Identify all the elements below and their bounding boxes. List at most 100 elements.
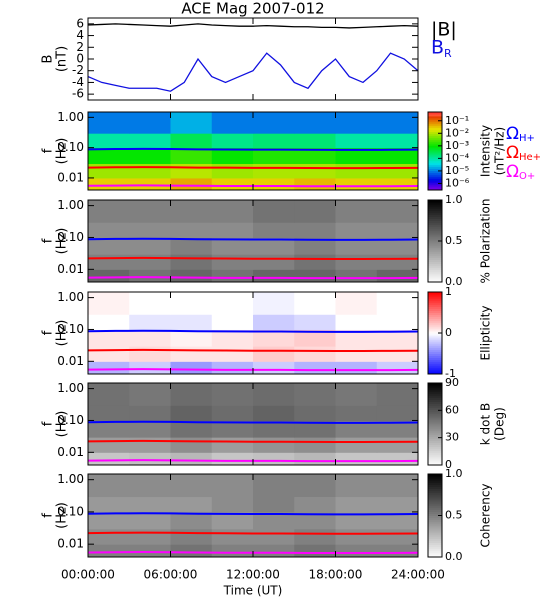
colorbar-tick-label: -1 <box>445 367 456 380</box>
heatmap-cell <box>129 405 171 421</box>
colorbar-label: k dot B <box>479 403 493 445</box>
colorbar-segment <box>428 434 442 437</box>
heatmap-cell <box>211 254 254 270</box>
colorbar-tick-label: 0.0 <box>445 550 463 563</box>
legend-symbol: Ω <box>506 143 519 163</box>
colorbar-segment <box>428 208 442 211</box>
colorbar-tick-label: 0 <box>445 326 452 339</box>
heatmap-cell <box>294 177 336 190</box>
heatmap-cell <box>170 237 213 255</box>
colorbar-segment <box>428 480 442 483</box>
colorbar-segment <box>428 438 442 441</box>
y-tick-label: 0 <box>76 52 84 66</box>
colorbar-segment <box>428 152 442 156</box>
colorbar-segment <box>428 407 442 411</box>
heatmap-cell <box>170 405 213 421</box>
y-tick-label: 0.10 <box>57 413 84 427</box>
heatmap-cell <box>335 133 378 149</box>
colorbar-segment <box>428 156 442 160</box>
colorbar-segment <box>428 409 442 413</box>
heatmap-cell <box>129 544 171 557</box>
heatmap-cell <box>129 496 171 513</box>
heatmap-cell <box>88 474 130 498</box>
colorbar-segment <box>428 369 442 373</box>
heatmap-cell <box>253 452 295 465</box>
heatmap-cell <box>253 405 295 421</box>
colorbar-segment <box>428 178 442 181</box>
heatmap-cell <box>88 496 130 513</box>
colorbar-segment <box>428 310 442 313</box>
heatmap-cell <box>335 237 378 255</box>
heatmap-cell <box>335 200 378 223</box>
heatmap-cell <box>335 346 378 362</box>
y-tick-label: 0.10 <box>57 504 84 518</box>
heatmap-cell <box>129 222 171 238</box>
heatmap-cell <box>376 292 418 315</box>
colorbar-segment <box>428 458 442 462</box>
y-axis-label: (Hz) <box>55 228 70 255</box>
heatmap-cell <box>88 200 130 223</box>
colorbar-segment <box>428 363 442 367</box>
y-tick-label: 1.00 <box>57 290 84 304</box>
heatmap-cell <box>170 383 213 406</box>
colorbar-segment <box>428 158 442 162</box>
heatmap-cell <box>335 528 378 545</box>
colorbar-segment <box>428 500 442 504</box>
colorbar-segment <box>428 432 442 435</box>
heatmap-cell <box>335 314 378 330</box>
heatmap-cell <box>129 511 171 530</box>
colorbar-segment <box>428 300 442 303</box>
colorbar-tick-label: 10⁻⁵ <box>445 164 469 177</box>
colorbar-segment <box>428 357 442 361</box>
heatmap-cell <box>129 254 171 270</box>
colorbar-segment <box>428 141 442 144</box>
heatmap-cell <box>253 292 295 315</box>
heatmap-cell <box>335 420 378 438</box>
heatmap-cell <box>294 254 336 270</box>
colorbar-segment <box>428 180 442 183</box>
heatmap-cell <box>129 237 171 255</box>
colorbar-segment <box>428 232 442 236</box>
plot-area <box>88 112 418 190</box>
heatmap-cell <box>211 269 254 282</box>
colorbar-segment <box>428 548 442 552</box>
colorbar-segment <box>428 328 442 332</box>
colorbar-segment <box>428 389 442 392</box>
colorbar-segment <box>428 444 442 448</box>
colorbar-segment <box>428 383 442 386</box>
plot-frame <box>87 382 419 466</box>
colorbar-segment <box>428 417 442 421</box>
heatmap-cell <box>129 474 171 498</box>
heatmap-cell <box>376 237 418 255</box>
colorbar-segment <box>428 320 442 324</box>
colorbar-segment <box>428 450 442 454</box>
colorbar-segment <box>428 521 442 525</box>
heatmap-cell <box>335 383 378 406</box>
colorbar-segment <box>428 530 442 533</box>
colorbar-segment <box>428 401 442 404</box>
colorbar-segment <box>428 507 442 510</box>
heatmap-cell <box>253 133 295 149</box>
y-tick-label: -6 <box>72 87 84 101</box>
colorbar-segment <box>428 452 442 456</box>
colorbar-segment <box>428 172 442 175</box>
heatmap-cell <box>88 163 130 179</box>
colorbar-segment <box>428 542 442 546</box>
colorbar-segment <box>428 186 442 189</box>
colorbar-segment <box>428 428 442 431</box>
gyrofrequency-line <box>88 256 418 261</box>
heatmap-cell <box>170 346 213 362</box>
heatmap-cell <box>253 269 295 282</box>
y-tick-label: 0.01 <box>57 354 84 368</box>
plot-frame <box>87 199 419 283</box>
heatmap-cell <box>211 133 254 149</box>
colorbar-segment <box>428 170 442 173</box>
colorbar-segment <box>428 552 442 556</box>
heatmap-cell <box>129 112 171 134</box>
heatmap-cell <box>129 133 171 149</box>
heatmap-cell <box>129 292 171 315</box>
colorbar-segment <box>428 326 442 330</box>
heatmap-cell <box>294 269 336 282</box>
colorbar-segment <box>428 121 442 125</box>
colorbar-segment <box>428 488 442 492</box>
